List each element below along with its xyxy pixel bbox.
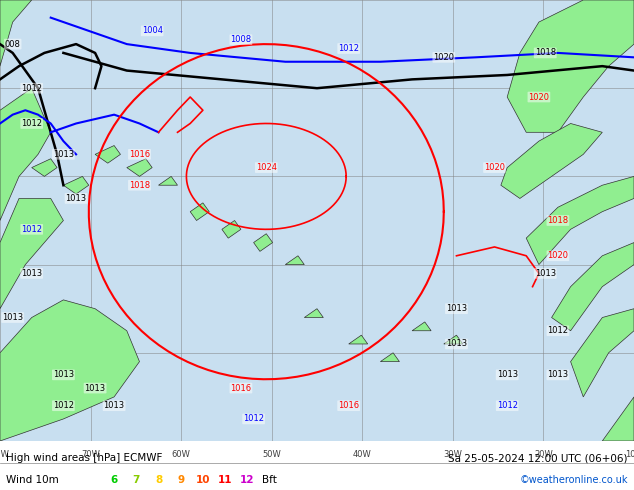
Text: 1013: 1013 — [446, 340, 467, 348]
Polygon shape — [254, 234, 273, 251]
Text: 11: 11 — [218, 475, 232, 485]
Text: 1016: 1016 — [338, 401, 359, 410]
Text: 1004: 1004 — [141, 26, 163, 35]
Text: 1008: 1008 — [230, 35, 252, 44]
Text: 50W: 50W — [262, 450, 281, 459]
Text: 1018: 1018 — [534, 49, 556, 57]
Text: 1012: 1012 — [496, 401, 518, 410]
Polygon shape — [602, 397, 634, 441]
Polygon shape — [0, 0, 32, 66]
Text: 1012: 1012 — [53, 401, 74, 410]
Text: 1013: 1013 — [446, 304, 467, 313]
Text: 1013: 1013 — [53, 150, 74, 159]
Polygon shape — [0, 198, 63, 309]
Text: 1024: 1024 — [256, 163, 277, 172]
Text: 1012: 1012 — [338, 44, 359, 53]
Text: 80W: 80W — [0, 450, 10, 459]
Polygon shape — [507, 0, 634, 132]
Text: 1013: 1013 — [84, 384, 106, 392]
Text: 008: 008 — [4, 40, 21, 49]
Text: 1018: 1018 — [129, 181, 150, 190]
Text: 1018: 1018 — [547, 216, 569, 225]
Polygon shape — [222, 220, 241, 238]
Polygon shape — [412, 322, 431, 331]
Text: 1013: 1013 — [547, 370, 569, 379]
Polygon shape — [444, 335, 463, 344]
Text: 10: 10 — [196, 475, 210, 485]
Text: 1012: 1012 — [243, 415, 264, 423]
Text: 1020: 1020 — [528, 93, 550, 101]
Polygon shape — [526, 176, 634, 265]
Polygon shape — [32, 159, 57, 176]
Text: High wind areas [hPa] ECMWF: High wind areas [hPa] ECMWF — [6, 453, 163, 463]
Text: 1012: 1012 — [547, 326, 569, 335]
Polygon shape — [552, 243, 634, 331]
Polygon shape — [190, 203, 209, 220]
Text: Sa 25-05-2024 12:00 UTC (06+06): Sa 25-05-2024 12:00 UTC (06+06) — [448, 453, 628, 463]
Polygon shape — [285, 256, 304, 265]
Polygon shape — [95, 146, 120, 163]
Polygon shape — [571, 309, 634, 397]
Text: 7: 7 — [133, 475, 140, 485]
Polygon shape — [380, 353, 399, 362]
Text: 1013: 1013 — [534, 269, 556, 278]
Text: 1013: 1013 — [53, 370, 74, 379]
Polygon shape — [304, 309, 323, 318]
Text: 30W: 30W — [443, 450, 462, 459]
Text: 1013: 1013 — [21, 269, 42, 278]
Text: 1020: 1020 — [484, 163, 505, 172]
Text: 1016: 1016 — [230, 384, 252, 392]
Text: 1012: 1012 — [21, 84, 42, 93]
Polygon shape — [349, 335, 368, 344]
Polygon shape — [0, 88, 51, 220]
Text: 1013: 1013 — [2, 313, 23, 322]
Text: 20W: 20W — [534, 450, 553, 459]
Text: 1012: 1012 — [21, 119, 42, 128]
Text: 10W: 10W — [624, 450, 634, 459]
Polygon shape — [158, 176, 178, 185]
Text: 40W: 40W — [353, 450, 372, 459]
Polygon shape — [127, 159, 152, 176]
Text: Bft: Bft — [262, 475, 277, 485]
Text: 6: 6 — [110, 475, 118, 485]
Text: 1020: 1020 — [547, 251, 569, 260]
Text: 1013: 1013 — [65, 194, 87, 203]
Text: 12: 12 — [240, 475, 254, 485]
Polygon shape — [63, 176, 89, 194]
Text: 1013: 1013 — [103, 401, 125, 410]
Text: ©weatheronline.co.uk: ©weatheronline.co.uk — [519, 475, 628, 485]
Text: 9: 9 — [177, 475, 184, 485]
Text: 70W: 70W — [81, 450, 100, 459]
Polygon shape — [0, 300, 139, 441]
Text: Wind 10m: Wind 10m — [6, 475, 59, 485]
Text: 1012: 1012 — [21, 225, 42, 234]
Text: 60W: 60W — [172, 450, 191, 459]
Text: 1016: 1016 — [129, 150, 150, 159]
Text: 8: 8 — [155, 475, 162, 485]
Text: 1013: 1013 — [496, 370, 518, 379]
Polygon shape — [501, 123, 602, 198]
Text: 1020: 1020 — [433, 53, 455, 62]
